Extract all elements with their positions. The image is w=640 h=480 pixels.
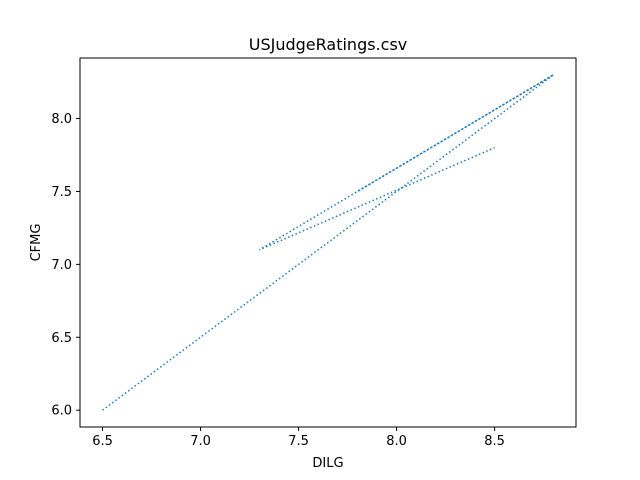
y-tick-label: 8.0 [51,112,72,127]
x-tick-label: 8.5 [484,434,505,449]
y-tick-label: 7.5 [51,185,72,200]
y-axis-label: CFMG [29,224,44,262]
series-line-0 [102,74,554,411]
plot-area [102,74,554,411]
x-axis-ticks: 6.5 7.0 7.5 8.0 8.5 [92,427,505,449]
axes-frame [79,57,577,428]
x-tick-label: 8.0 [386,434,407,449]
y-tick-label: 7.0 [51,258,72,273]
y-tick-label: 6.5 [51,331,72,346]
y-axis-ticks: 6.0 6.5 7.0 7.5 8.0 [51,112,80,419]
x-tick-label: 7.0 [190,434,211,449]
y-tick-label: 6.0 [51,404,72,419]
x-axis-label: DILG [312,456,343,471]
chart-title: USJudgeRatings.csv [249,35,408,54]
x-tick-label: 6.5 [92,434,113,449]
x-tick-label: 7.5 [288,434,309,449]
